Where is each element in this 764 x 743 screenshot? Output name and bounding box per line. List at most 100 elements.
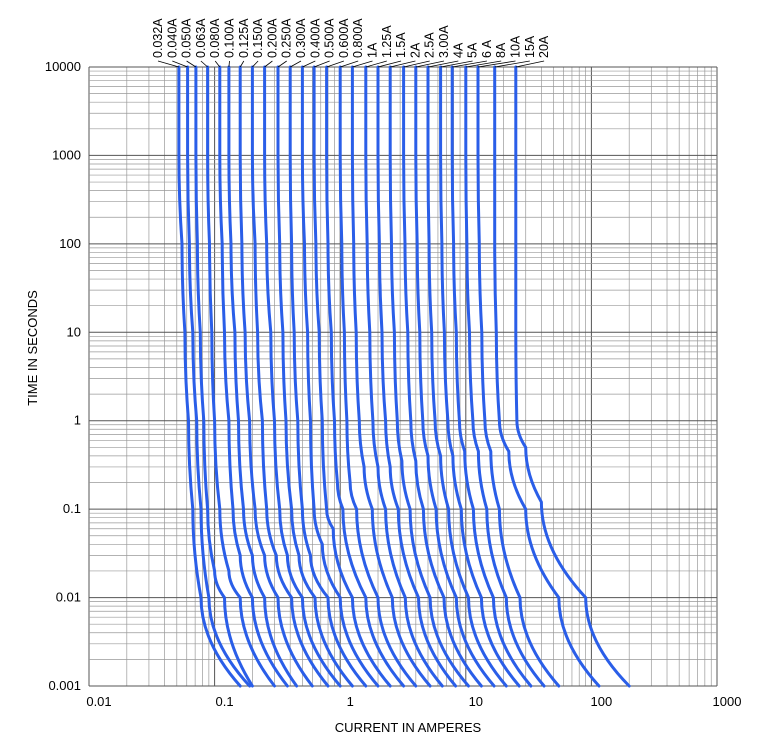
curve-0p125A (238, 65, 314, 688)
rating-label: 0.500A (323, 18, 337, 58)
y-tick-label: 0.001 (48, 678, 81, 693)
label-leader-line (157, 60, 180, 68)
y-tick-label: 10000 (45, 59, 81, 74)
curve-0p200A (263, 65, 342, 688)
label-leader-line (264, 60, 273, 68)
rating-label: 10A (509, 35, 523, 58)
label-leader-line (252, 60, 259, 68)
curve-1p5A (376, 65, 458, 688)
y-tick-labels: 0.001 0.01 0.1 1 10 100 1000 10000 (45, 59, 81, 693)
curve-20A (514, 65, 631, 688)
rating-label: 3.00A (437, 25, 451, 58)
x-tick-label: 0.01 (86, 694, 111, 709)
x-tick-labels: 0.01 0.1 1 10 100 1000 (86, 694, 741, 709)
rating-label: 1.5A (394, 32, 408, 58)
curve-0p600A (325, 65, 406, 688)
label-leader-line (214, 60, 221, 68)
curve-2A (388, 65, 470, 688)
curve-4A (426, 65, 508, 688)
rating-label: 0.125A (237, 18, 251, 58)
rating-label: 0.080A (208, 18, 222, 58)
curve-3p00A (414, 65, 496, 688)
x-tick-label: 10 (469, 694, 483, 709)
label-leader-line (186, 60, 197, 68)
label-leader-line (440, 60, 473, 68)
curve-0p250A (276, 65, 354, 688)
label-leader-line (277, 60, 287, 68)
y-axis-title: TIME IN SECONDS (25, 290, 40, 406)
rating-label: 0.100A (223, 18, 237, 58)
x-tick-label: 1000 (713, 694, 742, 709)
curve-0p800A (338, 65, 418, 688)
rating-label: 0.800A (351, 18, 365, 58)
rating-label: 0.300A (294, 18, 308, 58)
x-tick-label: 0.1 (216, 694, 234, 709)
label-leader-line (390, 60, 416, 68)
rating-label: 0.400A (308, 18, 322, 58)
curve-0p032A (177, 65, 242, 688)
y-tick-label: 100 (59, 236, 81, 251)
curve-0p500A (312, 65, 392, 688)
curve-1A (350, 65, 432, 688)
curve-10A (476, 65, 561, 688)
curve-0p040A (186, 65, 252, 688)
label-leader-line (172, 60, 188, 68)
label-leader-line (403, 60, 430, 68)
label-leader-line (452, 60, 487, 68)
label-leader-line (352, 60, 373, 68)
label-leader-line (515, 60, 545, 68)
x-axis-title: CURRENT IN AMPERES (335, 720, 482, 735)
y-tick-label: 0.01 (56, 590, 81, 605)
curve-0p400A (300, 65, 380, 688)
curves (177, 65, 631, 688)
curve-6A (450, 65, 533, 688)
label-leader-line (326, 60, 345, 68)
y-tick-label: 1 (74, 413, 81, 428)
label-leader-line (239, 60, 245, 68)
rating-label: 0.032A (151, 18, 165, 58)
curve-0p100A (227, 65, 299, 688)
rating-label: 6 A (480, 39, 494, 58)
rating-label: 0.600A (337, 18, 351, 58)
rating-label: 5A (466, 42, 480, 58)
x-tick-label: 1 (347, 694, 354, 709)
y-tick-label: 0.1 (63, 501, 81, 516)
curve-5A (439, 65, 521, 688)
label-leader-line (228, 60, 230, 68)
rating-label: 15A (523, 35, 537, 58)
rating-label: 1A (366, 42, 380, 58)
label-leader-line (494, 60, 530, 68)
rating-label: 1.25A (380, 25, 394, 58)
rating-label: 0.250A (280, 18, 294, 58)
label-leader-line (302, 60, 316, 68)
label-leader-line (465, 60, 502, 68)
rating-label: 8A (494, 42, 508, 58)
rating-label: 2A (408, 42, 422, 58)
curve-0p063A (206, 65, 276, 688)
rating-label: 4A (451, 42, 465, 58)
rating-label: 0.200A (265, 18, 279, 58)
label-leader-line (340, 60, 359, 68)
label-leader-line (365, 60, 387, 68)
curve-0p300A (288, 65, 368, 688)
curve-1p25A (364, 65, 444, 688)
rating-label: 0.040A (165, 18, 179, 58)
curve-8A (464, 65, 546, 688)
curve-0p080A (218, 65, 289, 688)
label-leader-line (313, 60, 330, 68)
label-leader-line (377, 60, 402, 68)
rating-label: 0.050A (180, 18, 194, 58)
label-leader-line (290, 60, 302, 68)
rating-label: 0.063A (194, 18, 208, 58)
curve-15A (493, 65, 601, 688)
rating-label: 2.5A (423, 32, 437, 58)
label-leader-line (200, 60, 208, 68)
curve-0p150A (250, 65, 330, 688)
y-tick-label: 10 (67, 324, 81, 339)
y-tick-label: 1000 (52, 147, 81, 162)
rating-labels: 0.032A 0.040A 0.050A 0.063A 0.080A 0.100A 0.12… (151, 18, 551, 68)
curve-0p050A (194, 65, 254, 688)
rating-label: 0.150A (251, 18, 265, 58)
curve-2p5A (402, 65, 483, 688)
